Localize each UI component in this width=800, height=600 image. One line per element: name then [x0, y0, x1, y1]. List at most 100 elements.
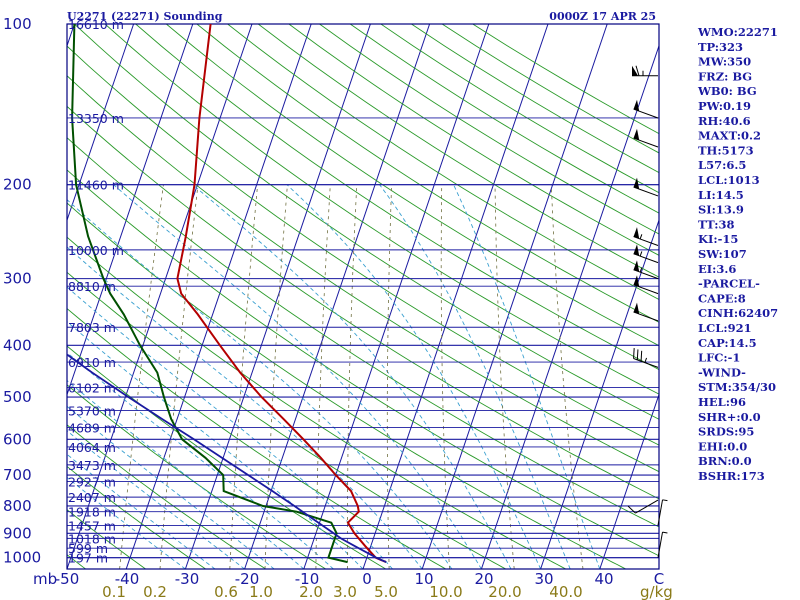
mixing-ratio-unit-label: g/kg — [640, 583, 673, 600]
wind-barb — [633, 99, 659, 119]
wind-barb — [633, 348, 659, 368]
height-level-label: 3473 m — [68, 458, 116, 473]
dry-adiabat-line — [104, 24, 659, 395]
height-level-label: 16610 m — [68, 17, 124, 32]
index-line: L57:6.5 — [698, 158, 746, 172]
height-level-label: 11460 m — [68, 178, 124, 193]
temperature-tick-label: -40 — [115, 570, 140, 588]
mixing-ratio-line — [386, 184, 392, 569]
wind-barb-staff — [657, 531, 664, 558]
isotherm-line — [244, 24, 431, 569]
wind-barb — [632, 65, 658, 77]
wind-barb-flag — [632, 65, 638, 76]
height-level-label: 6102 m — [68, 381, 116, 396]
wind-barb-full — [640, 350, 643, 362]
wind-barb-flag — [633, 302, 640, 315]
mixing-ratio-line — [264, 184, 288, 569]
wind-barb-half — [644, 357, 648, 363]
isotherm-line — [480, 44, 659, 569]
index-line: WMO:22271 — [697, 25, 778, 39]
index-line: MW:350 — [698, 55, 751, 69]
dry-adiabat-line — [67, 75, 659, 473]
wind-barb-flag — [633, 260, 640, 272]
temperature-profile-line — [176, 24, 387, 564]
dry-adiabat-line — [67, 307, 447, 569]
height-level-label: 1457 m — [68, 518, 116, 533]
index-line: LFC:-1 — [698, 351, 740, 365]
mixing-ratio-line — [440, 184, 450, 569]
wind-barb — [633, 275, 659, 295]
wind-barb-half — [639, 251, 643, 257]
moist-adiabat-line — [67, 430, 245, 569]
pressure-tick-label: 700 — [3, 466, 32, 484]
index-line: KI:-15 — [698, 232, 738, 246]
height-level-label: 4064 m — [68, 440, 116, 455]
height-level-label: 1918 m — [68, 505, 116, 520]
moist-adiabat-line — [67, 286, 393, 569]
height-level-label: 5370 m — [68, 404, 116, 419]
pressure-tick-label: 1000 — [3, 549, 41, 567]
mixing-ratio-line — [550, 184, 584, 569]
temperature-tick-label: 0 — [362, 570, 372, 588]
wind-barb-flag — [633, 227, 640, 239]
index-line: -WIND- — [698, 365, 746, 379]
index-line: MAXT:0.2 — [698, 129, 761, 143]
pressure-unit-label: mb — [33, 570, 57, 588]
isotherm-line — [362, 24, 549, 569]
index-line: LI:14.5 — [698, 188, 744, 202]
height-level-label: 6910 m — [68, 355, 116, 370]
index-line: EI:3.6 — [698, 262, 736, 276]
wind-barb-flag — [633, 275, 640, 287]
moist-adiabat-line — [67, 405, 275, 569]
wind-barb — [633, 128, 659, 148]
wind-barb-full — [633, 348, 635, 359]
dry-adiabat-line — [67, 236, 567, 569]
index-line: WB0: BG — [697, 84, 757, 98]
index-line: BRN:0.0 — [698, 454, 752, 468]
index-line: LCL:1013 — [698, 173, 760, 187]
isotherm-line — [0, 24, 15, 569]
mixing-ratio-label: 5.0 — [374, 583, 398, 600]
dry-adiabat-line — [74, 24, 659, 420]
index-line: CINH:62407 — [698, 306, 778, 320]
index-line: SHR+:0.0 — [698, 410, 761, 424]
dry-adiabat-line — [67, 202, 627, 569]
plot-background — [67, 24, 659, 569]
isotherm-line — [67, 24, 75, 48]
mixing-ratio-label: 20.0 — [488, 583, 521, 600]
index-line: HEL:96 — [698, 395, 746, 409]
wind-barb — [633, 260, 659, 280]
wind-barb-staff — [633, 236, 659, 246]
pressure-tick-label: 300 — [3, 270, 32, 288]
dry-adiabat-line — [67, 509, 146, 569]
wind-barb — [633, 244, 659, 264]
moist-adiabat-line — [67, 246, 423, 569]
dry-adiabat-line — [67, 137, 659, 528]
isotherm-line — [421, 24, 608, 569]
dry-adiabat-line — [288, 24, 659, 256]
pressure-tick-label: 600 — [3, 430, 32, 448]
height-level-label: 4689 m — [68, 420, 116, 435]
dry-adiabat-line — [166, 24, 659, 347]
wind-barb — [657, 531, 668, 558]
index-line: STM:354/30 — [698, 380, 776, 394]
index-line: TT:38 — [698, 217, 735, 231]
isotherm-line — [184, 24, 371, 569]
dry-adiabat-line — [67, 105, 659, 500]
temperature-tick-label: 30 — [534, 570, 553, 588]
height-level-label: 599 m — [68, 541, 108, 556]
index-line: CAP:14.5 — [698, 336, 757, 350]
index-line: BSHR:173 — [698, 469, 765, 483]
isotherm-line — [67, 24, 253, 569]
isotherm-line — [67, 24, 194, 397]
moist-adiabat-line — [67, 199, 453, 569]
temperature-tick-label: -10 — [295, 570, 320, 588]
moist-adiabat-line — [379, 184, 571, 569]
temperature-tick-label: 40 — [594, 570, 613, 588]
mixing-ratio-line — [229, 184, 258, 569]
temperature-tick-label: -50 — [55, 570, 80, 588]
height-level-label: 2927 m — [68, 475, 116, 490]
mixing-ratio-line — [346, 184, 358, 569]
moist-adiabat-line — [67, 321, 364, 569]
pressure-tick-label: 400 — [3, 336, 32, 354]
